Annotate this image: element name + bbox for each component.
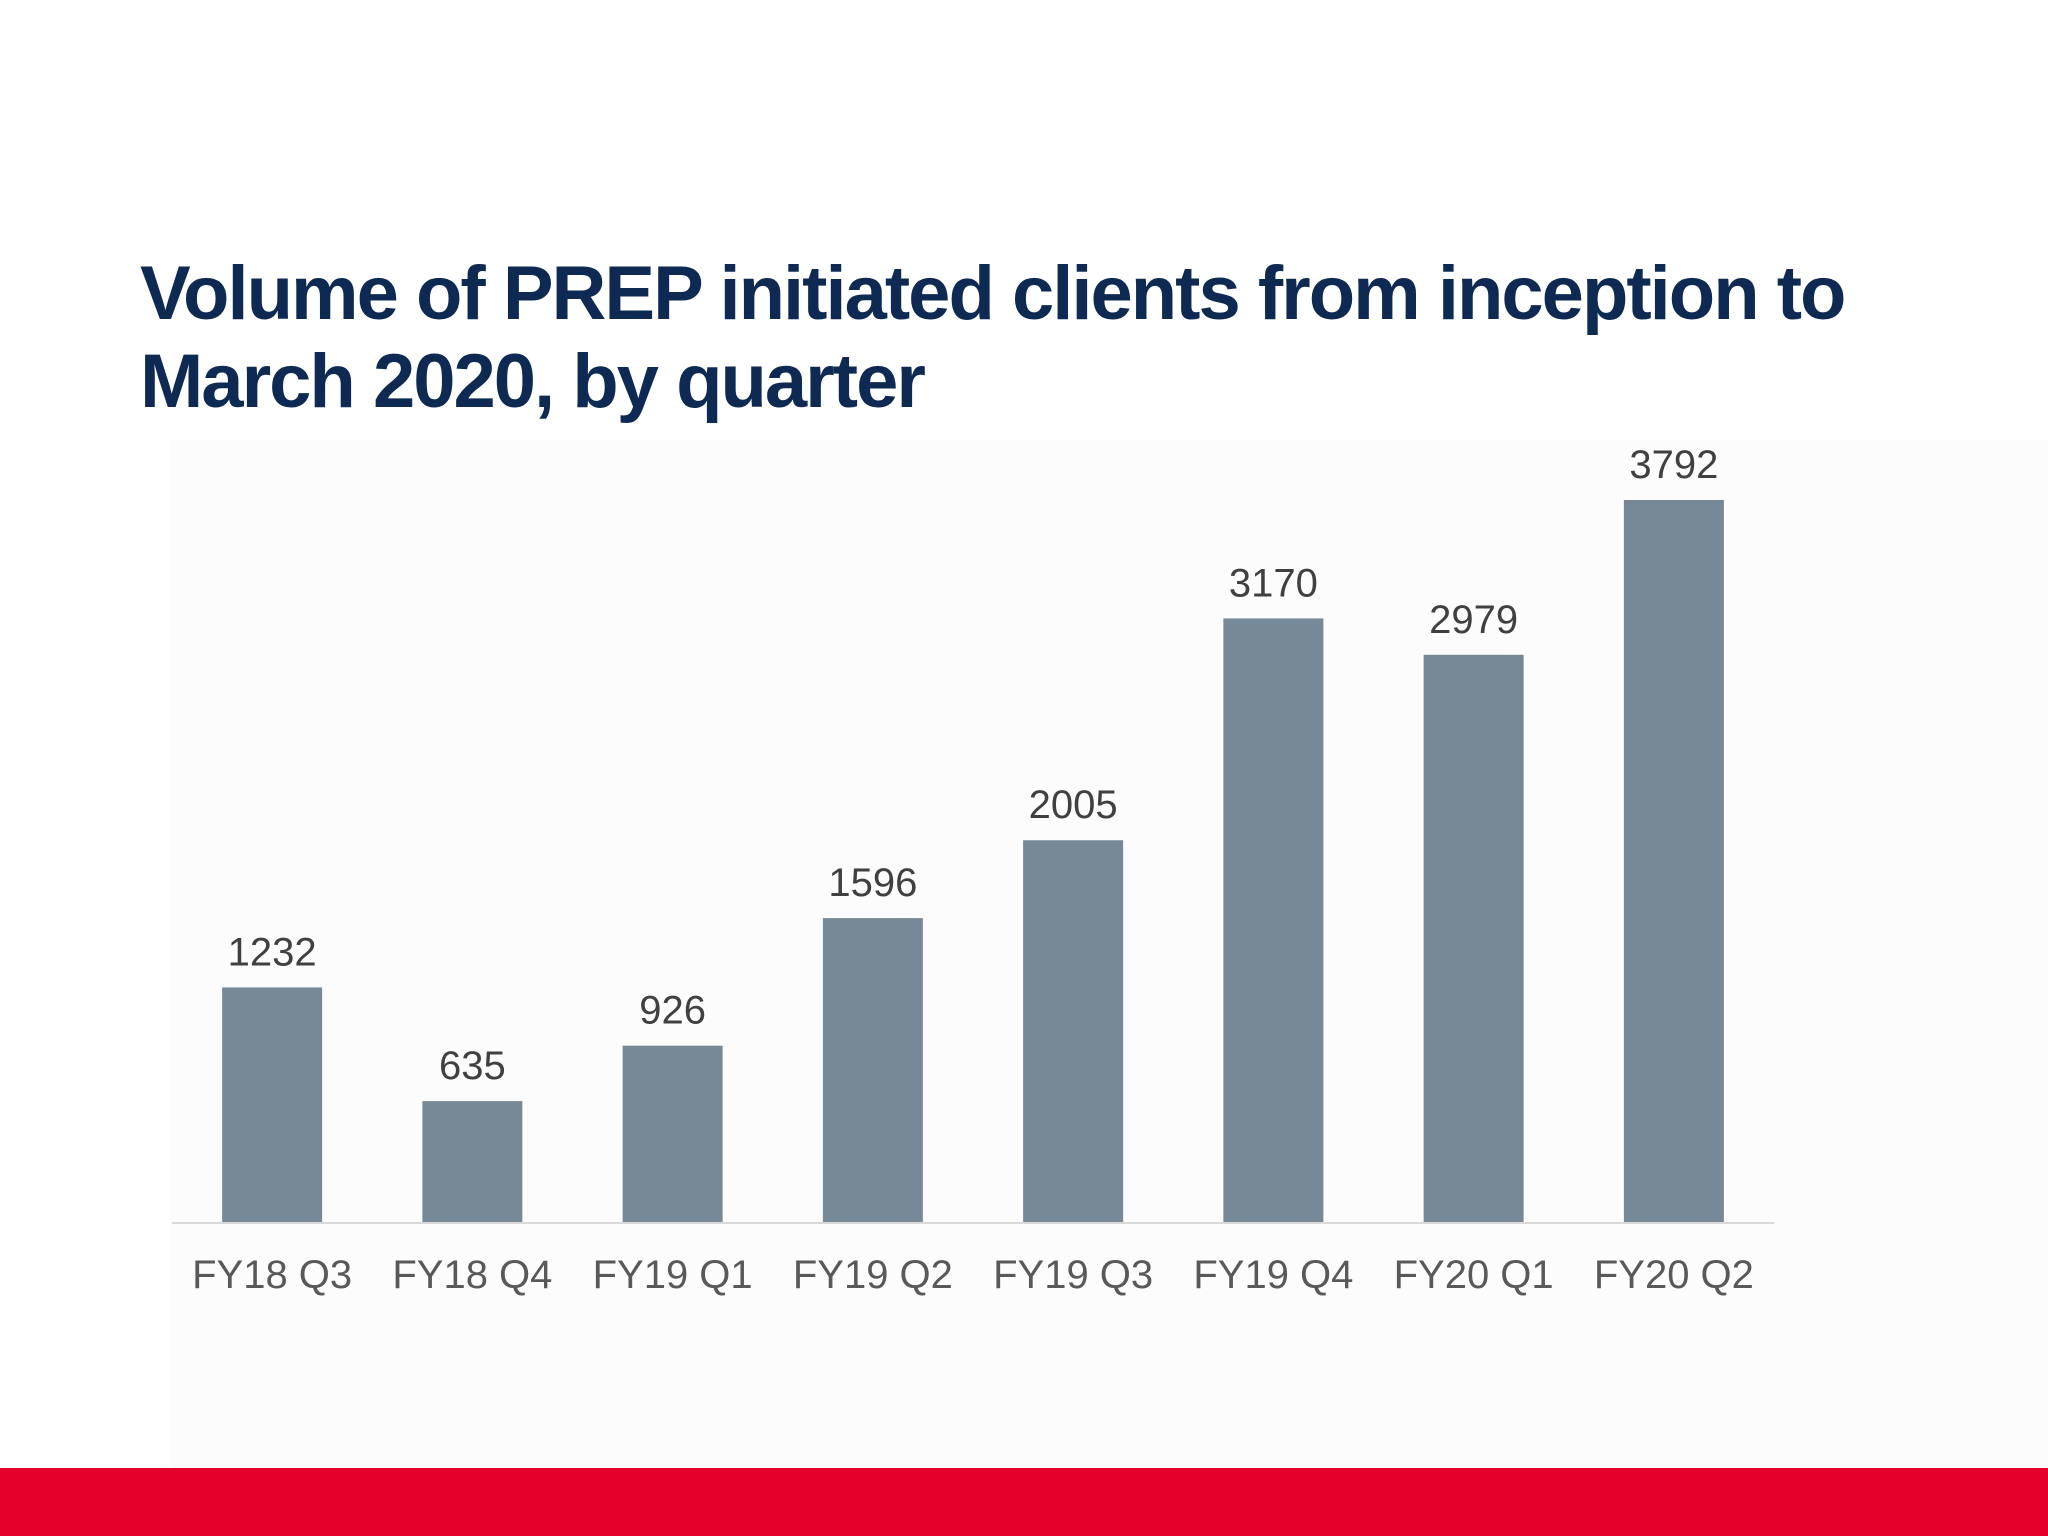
bar-fy19-q4 <box>1223 618 1324 1222</box>
x-tick-label: FY18 Q4 <box>392 1253 552 1297</box>
bar-fy20-q2 <box>1623 500 1724 1222</box>
slide-title: Volume of PREP initiated clients from in… <box>140 251 1846 424</box>
bar-fy19-q3 <box>1023 840 1124 1222</box>
category-labels-layer: FY18 Q3 FY18 Q4 FY19 Q1 FY19 Q2 FY19 Q3 FY19 … <box>192 1253 1754 1297</box>
x-tick-label: FY20 Q1 <box>1394 1253 1554 1297</box>
bar-fy19-q1 <box>622 1045 723 1222</box>
value-labels-layer: 1232 635 926 1596 2005 3170 2979 3792 <box>228 443 1719 1088</box>
x-tick-label: FY19 Q1 <box>593 1253 753 1297</box>
data-label: 1232 <box>228 930 317 974</box>
x-tick-label: FY19 Q2 <box>793 1253 953 1297</box>
data-label: 2005 <box>1029 783 1118 827</box>
x-tick-label: FY19 Q4 <box>1193 1253 1353 1297</box>
footer-band <box>0 1468 2048 1536</box>
x-tick-label: FY19 Q3 <box>993 1253 1153 1297</box>
bar-fy18-q3 <box>222 987 323 1222</box>
x-tick-label: FY20 Q2 <box>1594 1253 1754 1297</box>
data-label: 2979 <box>1429 598 1518 642</box>
data-label: 3170 <box>1229 561 1318 605</box>
data-label: 3792 <box>1629 443 1718 487</box>
bar-fy18-q4 <box>422 1101 523 1222</box>
bar-fy19-q2 <box>822 918 923 1222</box>
bars-layer <box>222 500 1724 1222</box>
data-label: 635 <box>439 1044 506 1088</box>
data-label: 926 <box>639 989 706 1033</box>
x-tick-label: FY18 Q3 <box>192 1253 352 1297</box>
bar-fy20-q1 <box>1423 654 1524 1222</box>
data-label: 1596 <box>828 861 917 905</box>
